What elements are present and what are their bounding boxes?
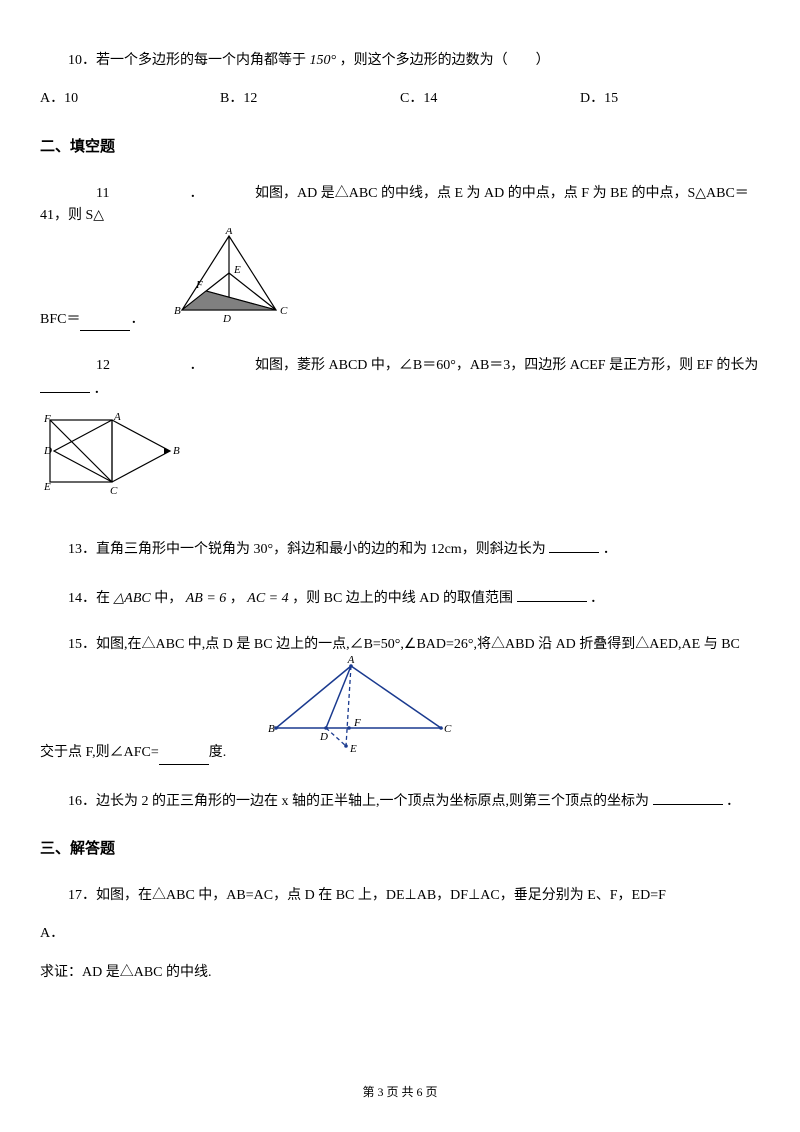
section-3-title: 三、解答题 (40, 837, 760, 861)
q15-blank (159, 749, 209, 765)
question-12: 12 ． 如图，菱形 ABCD 中，∠B＝60°，AB＝3，四边形 ACEF 是… (40, 355, 760, 513)
question-17: 17．如图，在△ABC 中，AB=AC，点 D 在 BC 上，DE⊥AB，DF⊥… (40, 885, 760, 984)
q11-text-b: BFC＝ (40, 309, 80, 331)
q11-dot: ． (162, 183, 252, 205)
question-11: 11 ． 如图，AD 是△ABC 的中线，点 E 为 AD 的中点，点 F 为 … (40, 183, 760, 331)
q12-blank (40, 377, 90, 393)
q11-num: 11 (68, 183, 158, 205)
q14-blank (517, 586, 587, 602)
svg-text:F: F (353, 717, 361, 729)
svg-text:A: A (225, 228, 233, 237)
svg-text:E: E (233, 264, 241, 276)
q10-opt-c: C．14 (400, 88, 580, 110)
question-14: 14．在 △ABC 中， AB = 6 ， AC = 4 ，则 BC 边上的中线… (40, 586, 760, 610)
q11-text-c: ． (130, 309, 144, 331)
svg-text:E: E (43, 481, 51, 493)
q13-text-a: 13．直角三角形中一个锐角为 30°，斜边和最小的边的和为 12cm，则斜边长为 (68, 542, 546, 557)
question-15: 15．如图,在△ABC 中,点 D 是 BC 边上的一点,∠B=50°,∠BAD… (40, 634, 760, 765)
q12-num: 12 (68, 355, 158, 377)
q15-text-c: 度. (209, 742, 227, 764)
svg-text:B: B (173, 445, 180, 457)
q13-blank (549, 537, 599, 553)
q12-text-b: ． (94, 382, 108, 397)
q12-dot: ． (162, 355, 252, 377)
svg-text:C: C (444, 723, 452, 735)
q14-ac: AC = 4 (247, 591, 288, 606)
q15-figure: A B C D E F (256, 656, 456, 764)
q12-text-a: 如图，菱形 ABCD 中，∠B＝60°，AB＝3，四边形 ACEF 是正方形，则… (255, 358, 758, 373)
svg-text:D: D (319, 731, 328, 743)
q16-text-a: 16．边长为 2 的正三角形的一边在 x 轴的正半轴上,一个顶点为坐标原点,则第… (68, 794, 649, 809)
q17-text-a: 17．如图，在△ABC 中，AB=AC，点 D 在 BC 上，DE⊥AB，DF⊥… (68, 888, 666, 903)
q14-tri: △ABC (114, 591, 151, 606)
svg-text:C: C (280, 305, 288, 317)
q16-text-b: ． (726, 794, 740, 809)
svg-text:F: F (43, 413, 51, 425)
q14-text-c: ，则 BC 边上的中线 AD 的取值范围 (292, 591, 513, 606)
svg-text:D: D (222, 313, 231, 323)
question-13: 13．直角三角形中一个锐角为 30°，斜边和最小的边的和为 12cm，则斜边长为… (40, 537, 760, 561)
page-footer: 第 3 页 共 6 页 (0, 1083, 800, 1102)
q14-ab: AB = 6 (186, 591, 227, 606)
q14-text-a: 14．在 (68, 591, 110, 606)
q10-opt-d: D．15 (580, 88, 760, 110)
svg-text:E: E (349, 743, 357, 755)
svg-text:A: A (113, 411, 121, 423)
q14-text-d: ． (590, 591, 604, 606)
q17-text-b: A． (40, 926, 64, 941)
q10-opt-b: B．12 (220, 88, 400, 110)
q10-options: A．10 B．12 C．14 D．15 (40, 88, 760, 110)
svg-text:B: B (174, 305, 181, 317)
svg-text:C: C (110, 485, 118, 497)
svg-text:D: D (43, 445, 52, 457)
q10-text-a: 10．若一个多边形的每一个内角都等于 (68, 53, 306, 68)
q10-opt-a: A．10 (40, 88, 220, 110)
q10-text-b: ，则这个多边形的边数为（ ） (340, 53, 550, 68)
q14-text-b: 中， (154, 591, 182, 606)
question-16: 16．边长为 2 的正三角形的一边在 x 轴的正半轴上,一个顶点为坐标原点,则第… (40, 789, 760, 813)
q11-blank (80, 315, 130, 331)
q17-text-c: 求证：AD 是△ABC 的中线. (40, 965, 212, 980)
q14-comma: ， (230, 591, 244, 606)
question-10: 10．若一个多边形的每一个内角都等于 150° ，则这个多边形的边数为（ ） A… (40, 50, 760, 111)
q16-blank (653, 789, 723, 805)
svg-text:F: F (195, 279, 203, 291)
section-2-title: 二、填空题 (40, 135, 760, 159)
q15-text-a: 15．如图,在△ABC 中,点 D 是 BC 边上的一点,∠B=50°,∠BAD… (68, 637, 740, 652)
svg-text:A: A (347, 656, 355, 666)
q11-figure: A B C D E F (164, 228, 294, 331)
q12-figure: F A D E C B (40, 410, 760, 513)
q13-text-b: ． (603, 542, 617, 557)
q15-text-b: 交于点 F,则∠AFC= (40, 742, 159, 764)
q10-angle: 150° (310, 53, 337, 68)
svg-text:B: B (268, 723, 275, 735)
